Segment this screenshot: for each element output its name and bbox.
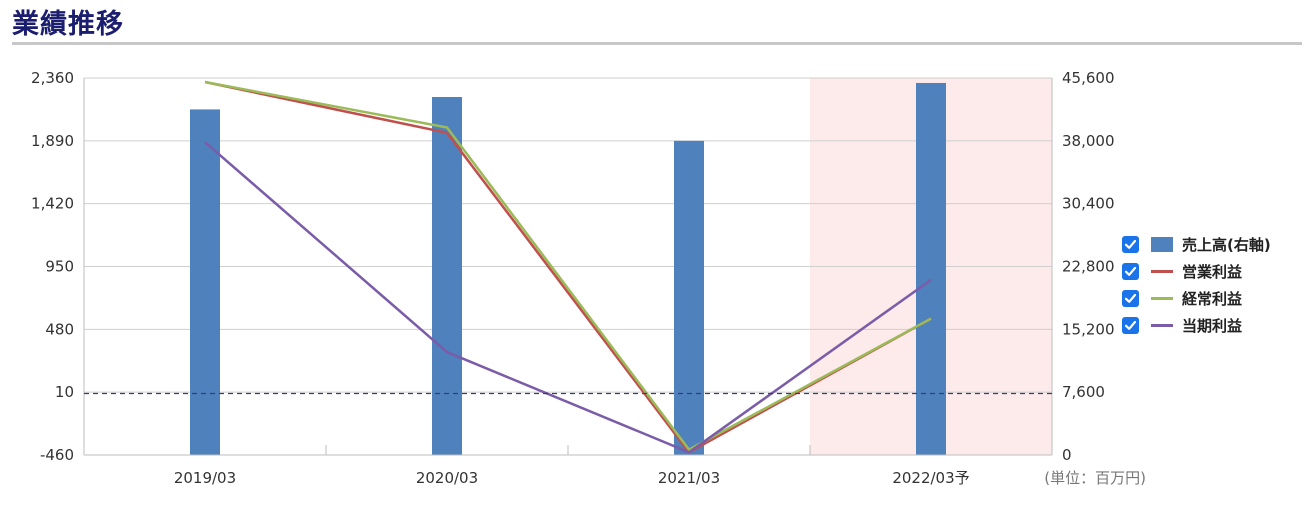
legend-label: 売上高(右軸) bbox=[1182, 236, 1271, 254]
bar-sales bbox=[432, 97, 462, 455]
x-axis-category-label: 2022/03予 bbox=[892, 469, 969, 487]
checkbox-checked-icon[interactable] bbox=[1122, 290, 1139, 307]
legend-label: 経常利益 bbox=[1182, 290, 1243, 308]
left-axis-tick-label: 480 bbox=[45, 320, 74, 338]
checkbox-checked-icon[interactable] bbox=[1122, 263, 1139, 280]
x-axis-category-label: 2019/03 bbox=[174, 469, 236, 487]
left-axis-tick-label: 950 bbox=[45, 258, 74, 276]
legend-swatch bbox=[1151, 297, 1173, 300]
bar-sales bbox=[190, 109, 220, 456]
right-axis-tick-label: 38,000 bbox=[1062, 132, 1115, 150]
left-axis-tick-label: 10 bbox=[55, 383, 74, 401]
legend-item-operating-profit[interactable]: 営業利益 bbox=[1122, 258, 1312, 285]
chart-legend: 売上高(右軸) 営業利益経常利益当期利益 bbox=[1122, 231, 1312, 339]
line-ordinary-profit bbox=[204, 80, 932, 451]
left-axis-tick-label: 2,360 bbox=[31, 69, 74, 87]
left-axis-tick-label: 1,420 bbox=[31, 195, 74, 213]
x-axis-category-label: 2020/03 bbox=[416, 469, 478, 487]
right-axis-tick-label: 0 bbox=[1062, 446, 1072, 464]
legend-label: 営業利益 bbox=[1182, 263, 1243, 281]
bar-sales bbox=[916, 82, 946, 456]
checkbox-checked-icon[interactable] bbox=[1122, 236, 1139, 253]
right-axis-tick-label: 22,800 bbox=[1062, 258, 1115, 276]
page-title: 業績推移 bbox=[12, 9, 124, 40]
legend-swatch bbox=[1151, 270, 1173, 273]
legend-swatch bbox=[1151, 324, 1173, 327]
legend-item-net-profit[interactable]: 当期利益 bbox=[1122, 312, 1312, 339]
right-axis-tick-label: 15,200 bbox=[1062, 320, 1115, 338]
legend-label: 当期利益 bbox=[1182, 317, 1243, 335]
title-divider bbox=[12, 42, 1302, 45]
x-axis-category-label: 2021/03 bbox=[658, 469, 720, 487]
right-axis-tick-label: 45,600 bbox=[1062, 69, 1115, 87]
legend-item-sales[interactable]: 売上高(右軸) bbox=[1122, 231, 1312, 258]
right-axis-tick-label: 30,400 bbox=[1062, 195, 1115, 213]
legend-item-ordinary-profit[interactable]: 経常利益 bbox=[1122, 285, 1312, 312]
left-axis-tick-label: -460 bbox=[40, 446, 74, 464]
left-axis-tick-label: 1,890 bbox=[31, 132, 74, 150]
bar-sales bbox=[674, 140, 704, 456]
unit-label: (単位：百万円) bbox=[1044, 469, 1146, 487]
line-net-profit bbox=[204, 141, 932, 454]
legend-swatch bbox=[1151, 237, 1173, 252]
checkbox-checked-icon[interactable] bbox=[1122, 317, 1139, 334]
right-axis-tick-label: 7,600 bbox=[1062, 383, 1105, 401]
